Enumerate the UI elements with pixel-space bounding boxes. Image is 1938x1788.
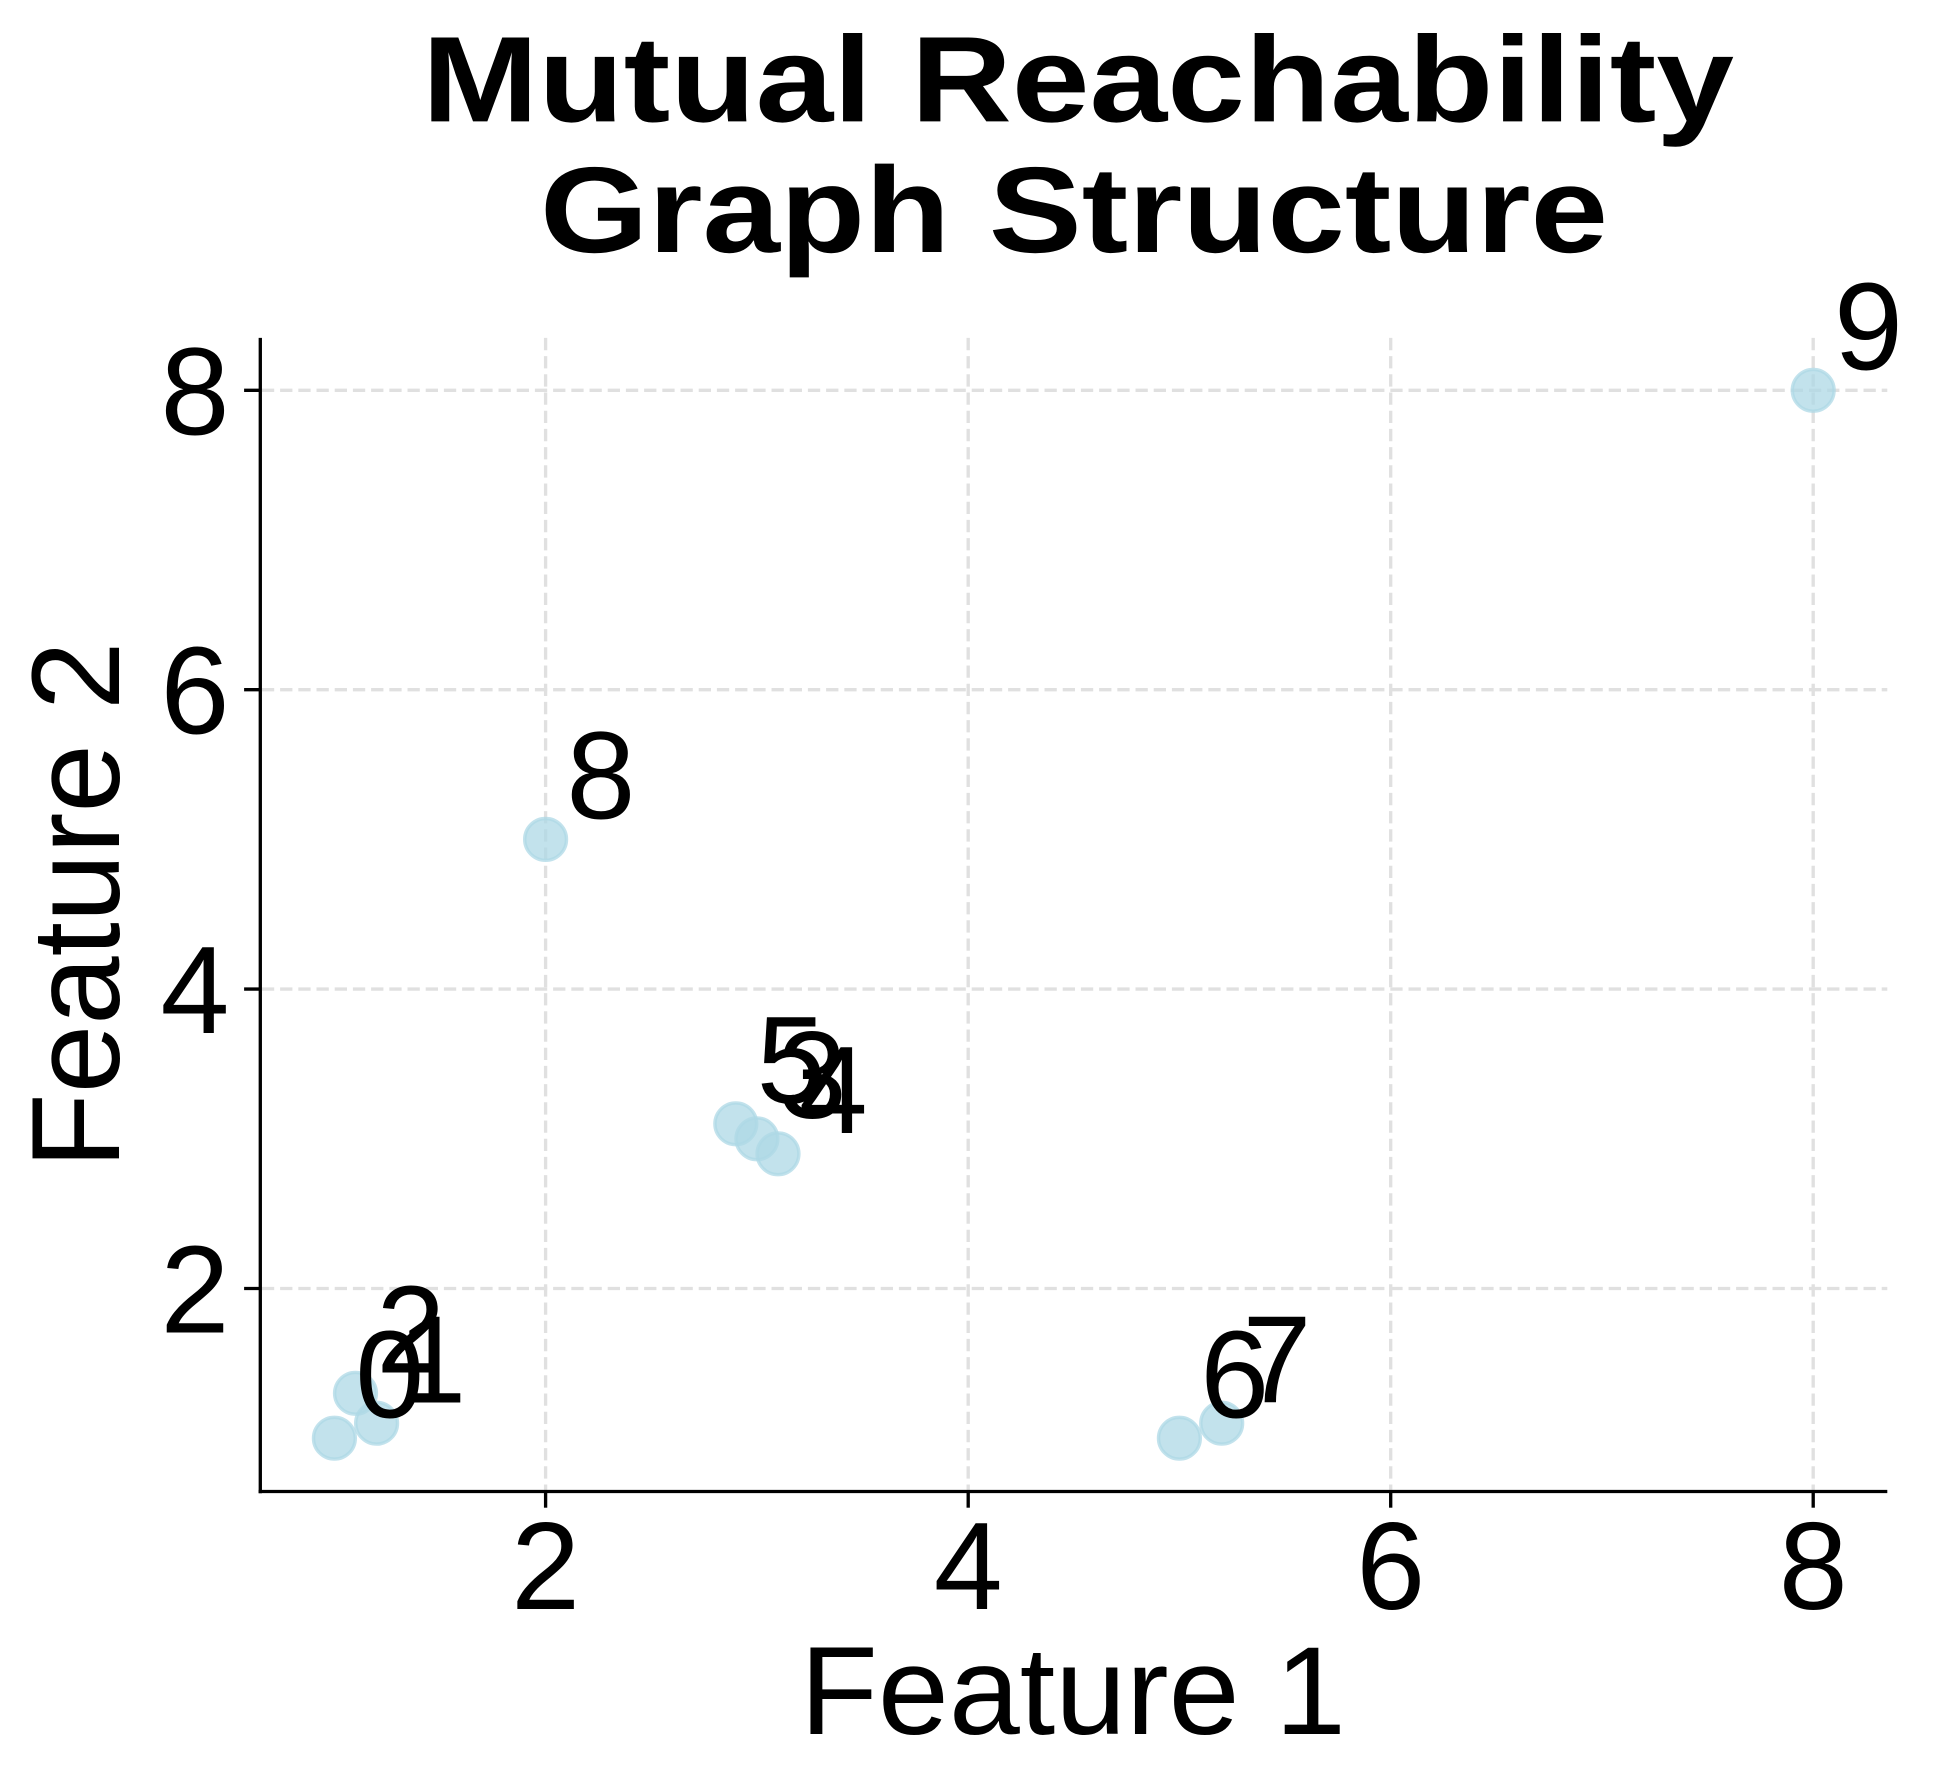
svg-text:4: 4: [799, 1022, 868, 1160]
svg-text:Graph Structure: Graph Structure: [540, 142, 1608, 278]
svg-text:6: 6: [161, 623, 230, 761]
svg-text:8: 8: [1779, 1498, 1848, 1636]
svg-text:4: 4: [934, 1498, 1003, 1636]
svg-text:5: 5: [757, 992, 826, 1130]
svg-text:8: 8: [566, 708, 635, 846]
svg-text:0: 0: [355, 1306, 424, 1444]
svg-text:2: 2: [376, 1262, 445, 1400]
svg-text:Mutual Reachability: Mutual Reachability: [422, 11, 1734, 147]
svg-text:6: 6: [1200, 1306, 1269, 1444]
svg-text:6: 6: [1356, 1498, 1425, 1636]
svg-text:2: 2: [161, 1222, 230, 1360]
svg-text:9: 9: [1834, 259, 1903, 397]
svg-text:Feature 1: Feature 1: [800, 1622, 1346, 1761]
svg-text:3: 3: [778, 1007, 847, 1145]
svg-text:8: 8: [161, 323, 230, 461]
svg-text:7: 7: [1243, 1291, 1312, 1429]
svg-text:1: 1: [397, 1291, 466, 1429]
svg-text:4: 4: [161, 922, 230, 1060]
svg-text:Feature 2: Feature 2: [7, 642, 146, 1169]
svg-text:2: 2: [511, 1498, 580, 1636]
